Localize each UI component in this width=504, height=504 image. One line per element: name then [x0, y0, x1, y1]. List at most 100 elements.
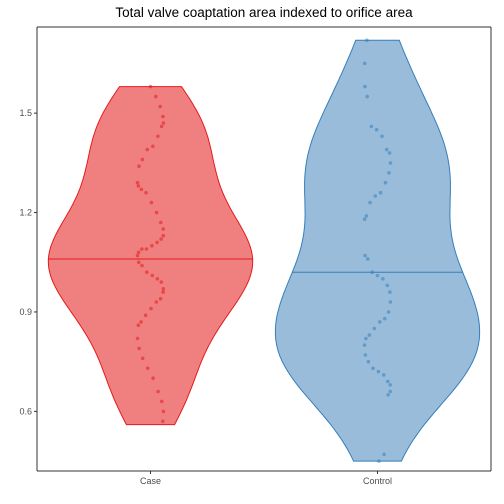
- data-point-control: [367, 333, 372, 337]
- y-tick-label: 0.6: [19, 406, 32, 416]
- data-point-case: [158, 104, 162, 109]
- data-point-case: [161, 290, 165, 294]
- data-point-case: [154, 300, 159, 304]
- data-point-control: [368, 200, 372, 205]
- data-point-case: [135, 336, 140, 341]
- data-point-case: [145, 147, 150, 152]
- data-point-control: [369, 124, 374, 129]
- data-point-control: [378, 190, 383, 195]
- data-point-control: [387, 171, 391, 175]
- data-point-case: [151, 144, 155, 149]
- data-point-case: [136, 184, 141, 188]
- data-point-case: [139, 320, 143, 324]
- data-point-case: [151, 376, 155, 381]
- data-point-control: [378, 320, 382, 324]
- data-point-case: [161, 233, 166, 238]
- data-point-control: [388, 290, 392, 294]
- data-point-control: [388, 161, 393, 165]
- data-point-control: [366, 359, 371, 364]
- violin-group: [47, 38, 481, 463]
- data-point-case: [136, 323, 141, 328]
- data-point-control: [388, 383, 393, 387]
- data-point-control: [380, 134, 384, 139]
- data-point-case: [145, 366, 150, 371]
- data-point-control: [375, 273, 380, 278]
- data-point-case: [149, 200, 154, 205]
- y-tick-label: 0.9: [19, 307, 32, 317]
- data-point-case: [135, 253, 140, 258]
- data-point-control: [362, 61, 367, 66]
- data-point-control: [363, 353, 368, 357]
- data-point-control: [373, 194, 378, 198]
- data-point-case: [155, 277, 160, 281]
- data-point-control: [388, 389, 393, 394]
- data-point-control: [383, 316, 387, 321]
- data-point-control: [371, 366, 375, 371]
- data-point-case: [161, 114, 165, 119]
- data-point-case: [161, 227, 165, 231]
- data-point-case: [156, 389, 160, 394]
- data-point-case: [135, 180, 140, 185]
- data-point-case: [140, 356, 145, 361]
- data-point-case: [136, 260, 141, 265]
- data-point-control: [386, 393, 390, 397]
- data-point-case: [144, 190, 148, 195]
- data-point-case: [143, 313, 148, 318]
- data-point-control: [362, 217, 367, 221]
- data-point-case: [155, 240, 159, 245]
- data-point-case: [158, 296, 163, 301]
- data-point-control: [363, 253, 367, 258]
- data-point-control: [388, 300, 393, 304]
- data-point-case: [154, 210, 159, 215]
- data-point-case: [140, 157, 145, 162]
- data-point-control: [364, 336, 368, 341]
- violin-control: [274, 39, 481, 462]
- data-point-control: [365, 94, 370, 99]
- y-tick-label: 1.5: [19, 108, 32, 118]
- x-tick-label-control: Control: [363, 476, 392, 486]
- data-point-case: [150, 243, 154, 248]
- data-point-case: [137, 346, 141, 351]
- data-point-control: [364, 214, 369, 218]
- data-point-control: [381, 277, 385, 281]
- data-point-case: [156, 134, 160, 139]
- data-point-control: [384, 147, 389, 152]
- data-point-case: [140, 247, 144, 251]
- data-point-case: [161, 419, 165, 424]
- data-point-case: [154, 94, 158, 99]
- data-point-case: [161, 409, 166, 414]
- data-point-case: [159, 237, 163, 241]
- data-point-control: [383, 180, 388, 185]
- data-point-control: [374, 127, 379, 132]
- data-point-case: [136, 250, 141, 255]
- data-point-case: [137, 164, 141, 168]
- axes: 0.6 0.9 1.2 1.5 Case Control: [19, 26, 492, 486]
- data-point-control: [381, 373, 386, 377]
- data-point-case: [145, 270, 149, 275]
- data-point-control: [386, 310, 391, 314]
- data-point-control: [362, 343, 367, 347]
- data-point-control: [372, 326, 377, 331]
- data-point-control: [365, 38, 369, 43]
- violin-case: [47, 86, 254, 426]
- data-point-case: [149, 306, 153, 311]
- data-point-case: [161, 287, 166, 291]
- data-point-control: [363, 84, 367, 89]
- y-tick-label: 1.2: [19, 208, 32, 218]
- data-point-case: [148, 84, 153, 89]
- data-point-case: [161, 121, 166, 125]
- data-point-case: [159, 220, 163, 225]
- data-point-control: [377, 459, 381, 463]
- data-point-control: [370, 270, 375, 275]
- data-point-control: [366, 257, 370, 261]
- data-point-case: [150, 273, 155, 278]
- x-tick-label-case: Case: [140, 476, 161, 486]
- data-point-control: [376, 369, 381, 374]
- data-point-case: [139, 187, 144, 192]
- data-point-case: [160, 399, 164, 404]
- data-point-case: [140, 263, 144, 268]
- data-point-case: [159, 280, 164, 284]
- data-point-control: [386, 379, 390, 384]
- data-point-case: [159, 124, 164, 129]
